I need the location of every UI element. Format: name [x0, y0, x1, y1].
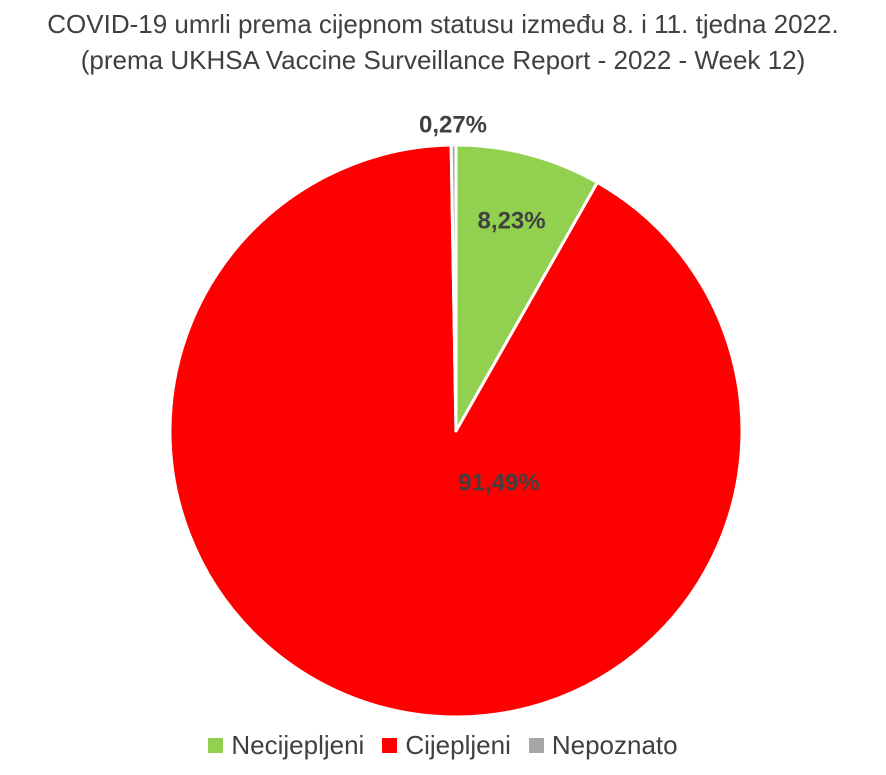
- legend-label-nepoznato: Nepoznato: [551, 730, 678, 760]
- legend-item-cijepljeni: Cijepljeni: [382, 730, 511, 761]
- legend-swatch-necijepljeni: [208, 738, 224, 753]
- legend-item-necijepljeni: Necijepljeni: [208, 730, 364, 761]
- legend-label-cijepljeni: Cijepljeni: [405, 730, 511, 760]
- legend-swatch-nepoznato: [528, 738, 544, 753]
- legend-item-nepoznato: Nepoznato: [528, 730, 678, 761]
- chart-title: COVID-19 umrli prema cijepnom statusu iz…: [47, 9, 839, 39]
- data-label-nepoznato: 0,27%: [419, 112, 487, 139]
- chart-subtitle: (prema UKHSA Vaccine Surveillance Report…: [80, 45, 806, 75]
- legend: Necijepljeni Cijepljeni Nepoznato: [0, 730, 886, 761]
- legend-label-necijepljeni: Necijepljeni: [231, 730, 365, 760]
- data-label-necijepljeni: 8,23%: [478, 207, 546, 234]
- data-label-cijepljeni: 91,49%: [458, 470, 539, 497]
- chart-title-block: COVID-19 umrli prema cijepnom statusu iz…: [0, 6, 886, 78]
- legend-swatch-cijepljeni: [382, 738, 398, 753]
- pie-slice-nepoznato: [449, 143, 458, 433]
- pie-slice-necijepljeni: [454, 143, 599, 433]
